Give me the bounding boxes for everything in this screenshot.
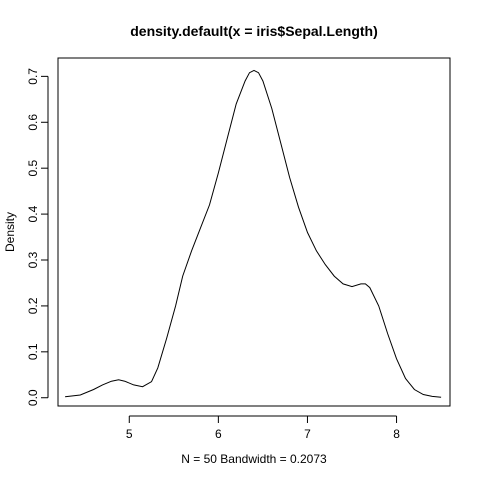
- y-tick-label: 0.2: [26, 297, 40, 314]
- density-curve-layer: [65, 70, 441, 397]
- x-tick-label: 6: [215, 427, 222, 441]
- plot-frame: [58, 58, 450, 406]
- y-tick-label: 0.4: [26, 205, 40, 222]
- x-tick-label: 7: [304, 427, 311, 441]
- y-tick-label: 0.0: [26, 389, 40, 406]
- y-tick-label: 0.7: [26, 68, 40, 85]
- y-tick-label: 0.1: [26, 343, 40, 360]
- y-axis-label: Density: [3, 212, 17, 252]
- x-tick-label: 8: [393, 427, 400, 441]
- density-curve-line: [65, 70, 441, 397]
- x-axis-label: N = 50 Bandwidth = 0.2073: [181, 452, 327, 466]
- y-tick-label: 0.5: [26, 160, 40, 177]
- y-tick-label: 0.6: [26, 114, 40, 131]
- y-axis: 0.0 0.1 0.2 0.3 0.4 0.5 0.6 0.7: [26, 68, 48, 406]
- y-tick-label: 0.3: [26, 251, 40, 268]
- chart-title: density.default(x = iris$Sepal.Length): [130, 23, 378, 39]
- x-axis: 5 6 7 8: [126, 416, 400, 441]
- x-tick-label: 5: [126, 427, 133, 441]
